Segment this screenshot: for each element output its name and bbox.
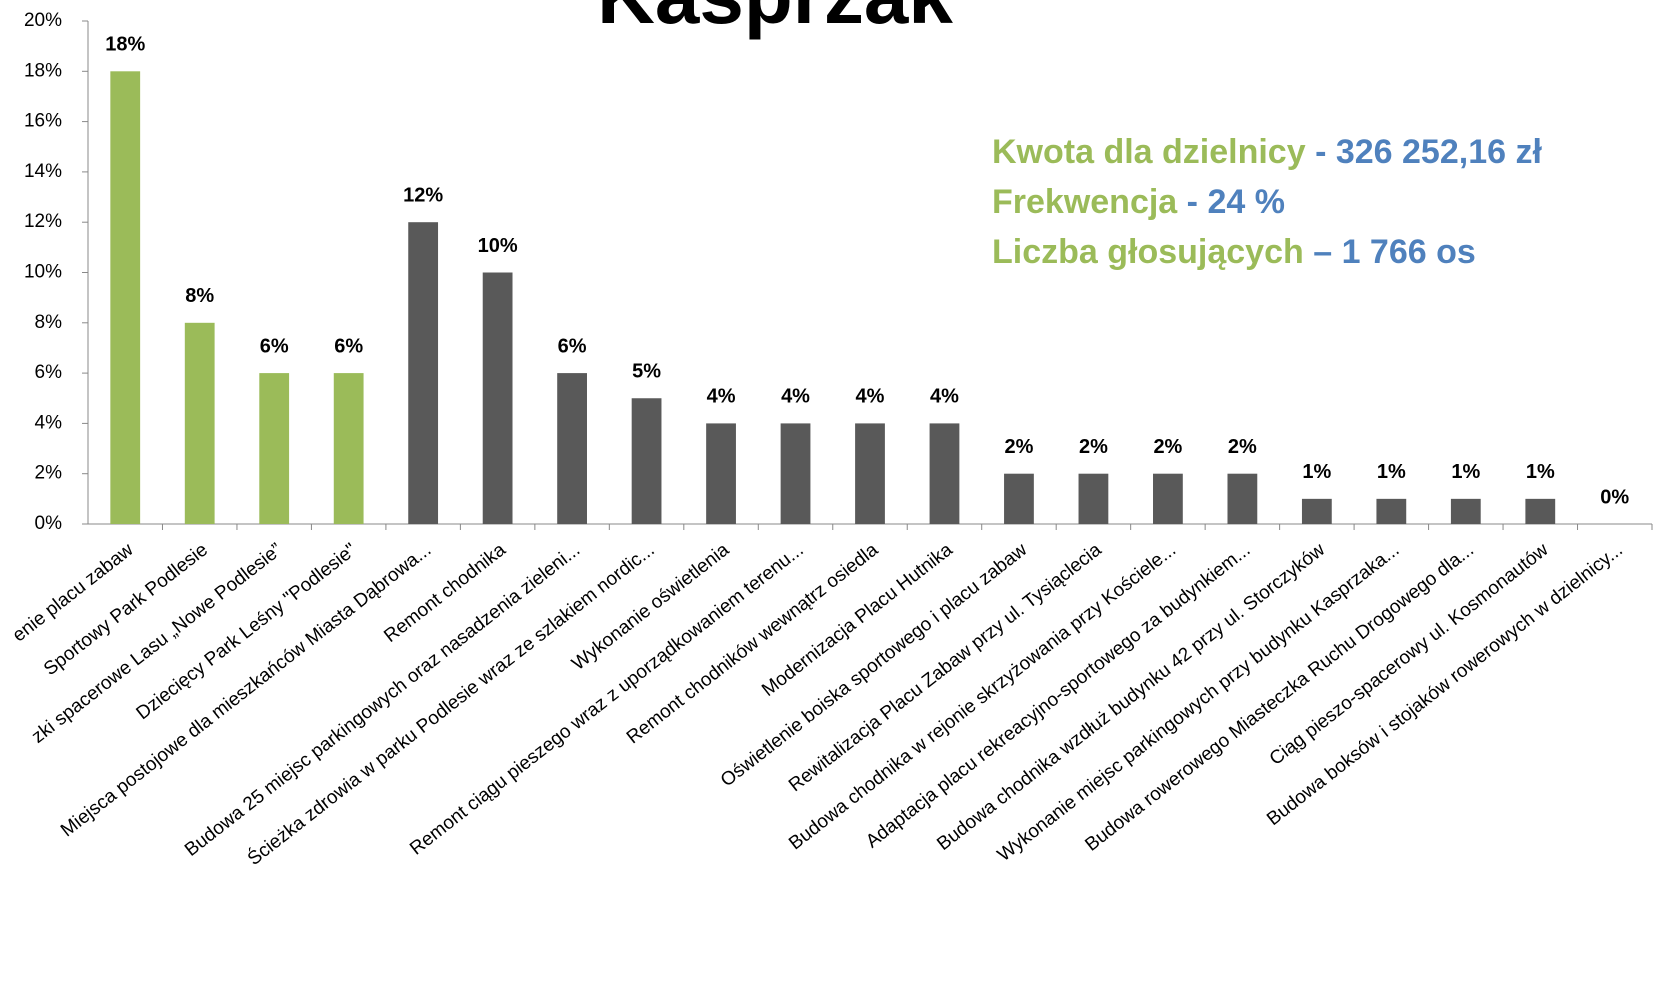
chart-title: Kasprzak: [597, 0, 953, 40]
bar: [1450, 498, 1481, 524]
value-label: 4%: [707, 386, 736, 408]
annotation-value: - 24 %: [1187, 183, 1285, 221]
bar: [1004, 473, 1034, 524]
annotation-label: Frekwencja: [992, 183, 1178, 221]
value-label: 1%: [1526, 461, 1555, 483]
y-tick-label: 20%: [24, 10, 62, 31]
y-tick-label: 10%: [24, 262, 62, 283]
y-tick-label: 0%: [35, 513, 63, 534]
y-tick-label: 12%: [24, 211, 62, 232]
annotation-value: - 326 252,16 zł: [1315, 133, 1542, 171]
value-label: 6%: [334, 335, 363, 357]
value-label: 12%: [403, 184, 443, 206]
bar: [1153, 473, 1183, 524]
annotation-label: Liczba głosujących: [992, 233, 1304, 271]
value-label: 18%: [105, 34, 145, 56]
bar: [1525, 498, 1556, 524]
bar: [1078, 473, 1109, 524]
annotation-value: – 1 766 os: [1313, 233, 1476, 271]
y-tick-label: 16%: [24, 111, 62, 132]
x-tick-label: Budowa boksów i stojaków rowerowych w dz…: [1263, 539, 1627, 830]
value-label: 4%: [856, 386, 885, 408]
x-tick-label: Remont chodnika: [380, 539, 510, 647]
bar: [333, 373, 364, 524]
value-label: 4%: [930, 386, 959, 408]
bar: [184, 322, 215, 524]
annotation: Liczba głosujących – 1 766 os: [992, 233, 1476, 271]
bar: [408, 222, 439, 524]
bar: [780, 423, 811, 524]
bar: [1376, 498, 1407, 524]
value-label: 2%: [1228, 436, 1257, 458]
value-label: 5%: [632, 361, 661, 383]
bar: [631, 398, 662, 524]
bar: [1301, 498, 1332, 524]
annotation-label: Kwota dla dzielnicy: [992, 133, 1306, 171]
value-label: 10%: [478, 235, 518, 257]
y-tick-label: 18%: [24, 60, 62, 81]
value-label: 2%: [1079, 436, 1108, 458]
bar: [482, 272, 513, 524]
bar: [855, 423, 885, 524]
bar: [557, 373, 587, 524]
bar: [259, 373, 290, 524]
bar: [706, 423, 736, 524]
value-label: 2%: [1004, 436, 1033, 458]
value-label: 1%: [1302, 461, 1331, 483]
annotation: Frekwencja - 24 %: [992, 183, 1285, 221]
value-label: 2%: [1153, 436, 1182, 458]
annotation: Kwota dla dzielnicy - 326 252,16 zł: [992, 133, 1542, 171]
y-tick-label: 14%: [24, 161, 62, 182]
value-label: 4%: [781, 386, 810, 408]
x-tick-label: enie placu zabaw: [9, 539, 138, 646]
y-tick-label: 8%: [35, 312, 63, 333]
y-tick-label: 6%: [35, 362, 63, 383]
bar: [929, 423, 960, 524]
x-tick-label: Ciąg pieszo-spacerowy ul. Kosmonautów: [1266, 539, 1553, 770]
value-label: 1%: [1377, 461, 1406, 483]
bar: [1227, 473, 1258, 524]
value-label: 8%: [185, 285, 214, 307]
value-label: 0%: [1600, 486, 1629, 508]
y-tick-label: 4%: [35, 412, 63, 433]
value-label: 6%: [558, 335, 587, 357]
value-label: 6%: [260, 335, 289, 357]
value-label: 1%: [1451, 461, 1480, 483]
y-tick-label: 2%: [35, 463, 63, 484]
bar: [110, 71, 141, 525]
